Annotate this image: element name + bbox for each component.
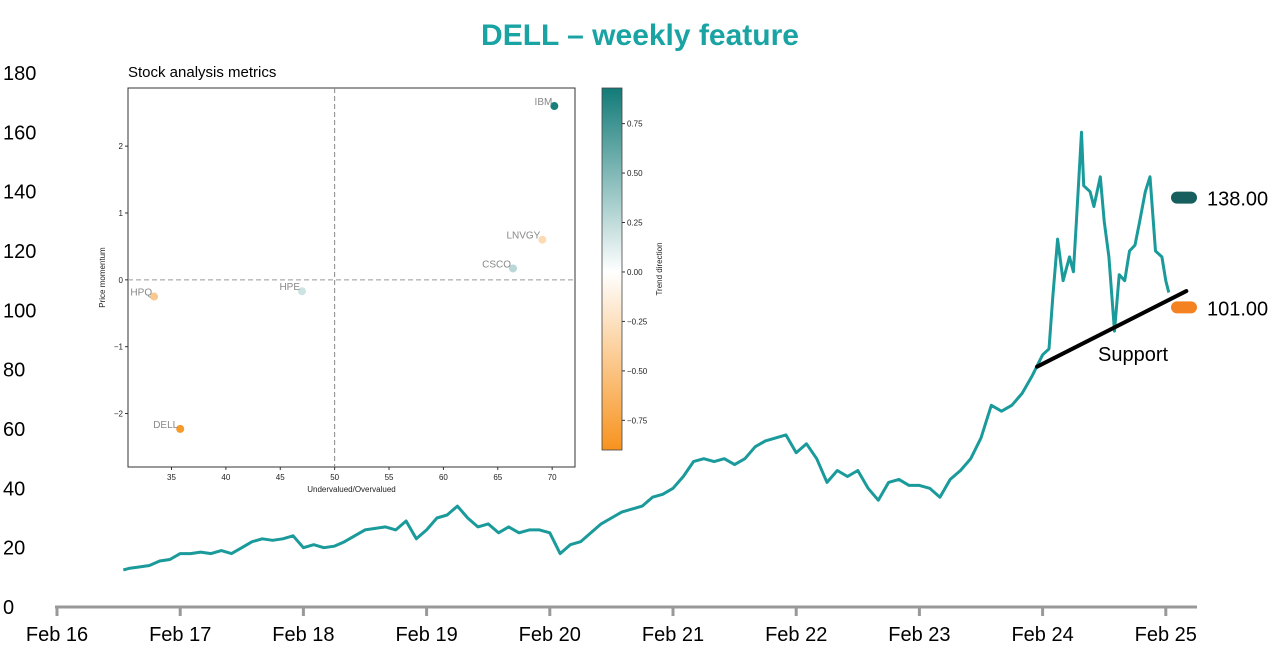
inset-x-tick-label: 70 bbox=[548, 473, 557, 482]
scatter-point-label: HPE bbox=[279, 282, 300, 293]
inset-y-axis-label: Price momentum bbox=[98, 247, 107, 308]
inset-x-tick-label: 50 bbox=[330, 473, 339, 482]
scatter-point-hpq bbox=[150, 292, 159, 301]
inset-plot-area bbox=[127, 87, 576, 468]
scatter-point-lnvgy bbox=[538, 235, 547, 244]
inset-title: Stock analysis metrics bbox=[128, 64, 276, 81]
x-tick-label: Feb 21 bbox=[642, 624, 704, 646]
annotations: Support 138.00 101.00 bbox=[1035, 189, 1268, 369]
x-tick-label: Feb 23 bbox=[888, 624, 950, 646]
colorbar bbox=[601, 87, 623, 451]
x-tick-label: Feb 19 bbox=[395, 624, 457, 646]
scatter-point-label: LNVGY bbox=[506, 231, 540, 242]
inset-x-tick-label: 60 bbox=[439, 473, 448, 482]
inset-y-tick-label: −2 bbox=[114, 410, 124, 419]
price-line bbox=[122, 130, 1171, 572]
support-label: Support bbox=[1098, 344, 1168, 366]
scatter-point-ibm bbox=[550, 102, 559, 111]
x-tick-label: Feb 18 bbox=[272, 624, 334, 646]
colorbar-tick-label: 0.75 bbox=[627, 120, 643, 129]
inset-x-tick-label: 35 bbox=[167, 473, 176, 482]
price-level-marker bbox=[1171, 191, 1197, 204]
x-tick-label: Feb 17 bbox=[149, 624, 211, 646]
y-tick-label: 160 bbox=[3, 122, 36, 144]
x-tick-label: Feb 22 bbox=[765, 624, 827, 646]
scatter-point-label: IBM bbox=[535, 97, 553, 108]
scatter-point-label: DELL bbox=[153, 420, 178, 431]
x-tick-label: Feb 16 bbox=[26, 624, 88, 646]
x-tick-label: Feb 24 bbox=[1011, 624, 1073, 646]
y-tick-label: 80 bbox=[3, 360, 25, 382]
inset-x-tick-label: 45 bbox=[276, 473, 285, 482]
y-tick-label: 180 bbox=[3, 63, 36, 85]
scatter-point-label: CSCO bbox=[482, 259, 511, 270]
x-tick-label: Feb 25 bbox=[1135, 624, 1197, 646]
colorbar-tick-label: 0.50 bbox=[627, 169, 643, 178]
x-tick-label: Feb 20 bbox=[519, 624, 581, 646]
inset-x-tick-label: 55 bbox=[385, 473, 394, 482]
colorbar-tick-label: 0.25 bbox=[627, 219, 643, 228]
colorbar-tick-label: 0.00 bbox=[627, 268, 643, 277]
scatter-point-hpe bbox=[298, 287, 307, 296]
price-level-label: 138.00 bbox=[1207, 189, 1268, 211]
inset-x-tick-label: 65 bbox=[493, 473, 502, 482]
inset-y-tick-label: 2 bbox=[119, 142, 124, 151]
y-tick-label: 60 bbox=[3, 419, 25, 441]
inset-x-axis-label: Undervalued/Overvalued bbox=[307, 485, 396, 494]
y-tick-label: 20 bbox=[3, 538, 25, 560]
y-tick-label: 120 bbox=[3, 241, 36, 263]
y-tick-label: 100 bbox=[3, 300, 36, 322]
colorbar-tick-label: −0.75 bbox=[627, 416, 648, 425]
inset-y-tick-label: −1 bbox=[114, 343, 124, 352]
y-tick-label: 0 bbox=[3, 597, 14, 619]
scatter-point-dell bbox=[176, 424, 185, 433]
chart-title: DELL – weekly feature bbox=[481, 19, 799, 52]
inset-y-tick-label: 0 bbox=[119, 276, 124, 285]
inset-x-tick-label: 40 bbox=[221, 473, 230, 482]
price-level-marker bbox=[1171, 301, 1197, 314]
y-tick-label: 140 bbox=[3, 182, 36, 204]
support-trendline bbox=[1035, 289, 1189, 369]
colorbar-label: Trend direction bbox=[655, 242, 664, 295]
y-tick-label: 40 bbox=[3, 478, 25, 500]
inset-y-tick-label: 1 bbox=[119, 209, 124, 218]
inset-scatter: Stock analysis metrics 35 40 45 50 55 60 65 70 −2… bbox=[98, 60, 664, 494]
colorbar-tick-label: −0.25 bbox=[627, 317, 648, 326]
colorbar-tick-label: −0.50 bbox=[627, 367, 648, 376]
scatter-point-csco bbox=[509, 264, 518, 273]
price-series bbox=[122, 130, 1171, 572]
scatter-point-label: HPQ bbox=[130, 288, 152, 299]
price-level-label: 101.00 bbox=[1207, 298, 1268, 320]
